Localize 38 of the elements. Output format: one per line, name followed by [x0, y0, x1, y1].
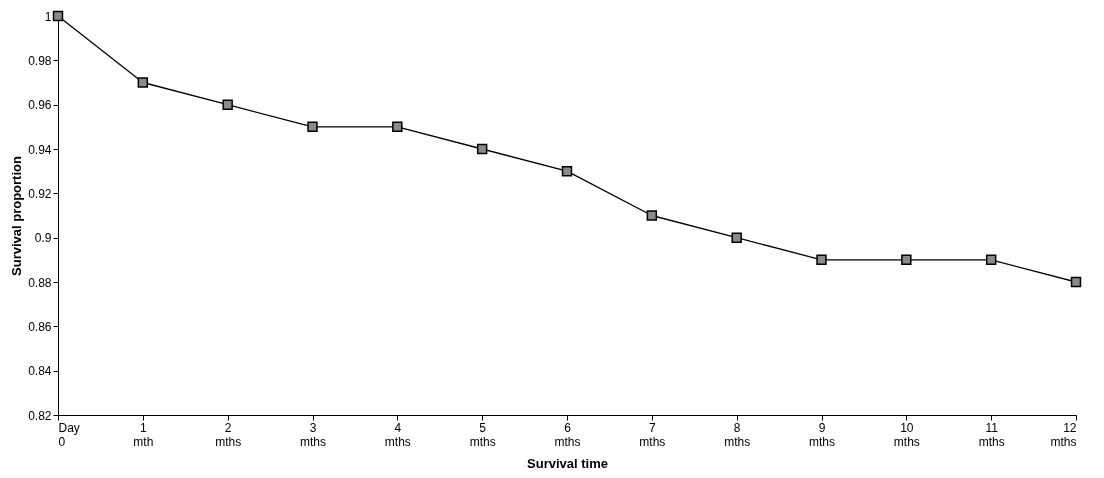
x-tick-label: 10 mths [893, 420, 920, 449]
point [985, 254, 997, 266]
x-tick-label: Day 0 [58, 420, 80, 449]
point [222, 99, 233, 110]
point [392, 121, 403, 133]
x-tick-label: 4 mths [384, 420, 411, 449]
y-tick-label: 0.96 [28, 98, 52, 113]
point [561, 165, 573, 177]
point [52, 10, 64, 22]
point [1070, 276, 1082, 288]
x-axis-title: Survival time [527, 455, 608, 471]
point [901, 254, 912, 266]
y-tick-label: 0.92 [28, 186, 52, 201]
point [476, 143, 488, 155]
y-tick-label: 0.88 [28, 275, 52, 290]
x-tick-label: 2 mths [215, 420, 242, 449]
y-tick-label: 0.82 [28, 408, 52, 423]
x-tick-label: 6 mths [554, 420, 581, 449]
y-tick-label: 0.84 [28, 364, 52, 379]
x-tick-label: 5 mths [469, 420, 496, 449]
point [816, 254, 827, 266]
y-tick-label: 1 [44, 9, 52, 24]
x-tick-label: 7 mths [639, 420, 666, 449]
point [307, 121, 318, 133]
x-tick-label: 12 mths [1050, 420, 1077, 449]
x-tick-label: 9 mths [808, 420, 836, 449]
point [137, 77, 149, 88]
y-tick-label: 0.98 [28, 53, 52, 68]
y-tick-label: 0.9 [34, 231, 52, 246]
x-tick-label: 11 mths [978, 420, 1005, 449]
x-tick-label: 3 mths [299, 420, 327, 449]
point [646, 210, 658, 221]
point [731, 232, 742, 243]
x-tick-label: 1 mth [133, 420, 154, 449]
y-tick-label: 0.86 [28, 319, 52, 334]
y-axis-title: Survival proportion [9, 155, 25, 276]
x-tick-label: 8 mths [724, 420, 751, 449]
y-tick-label: 0.94 [28, 142, 52, 157]
